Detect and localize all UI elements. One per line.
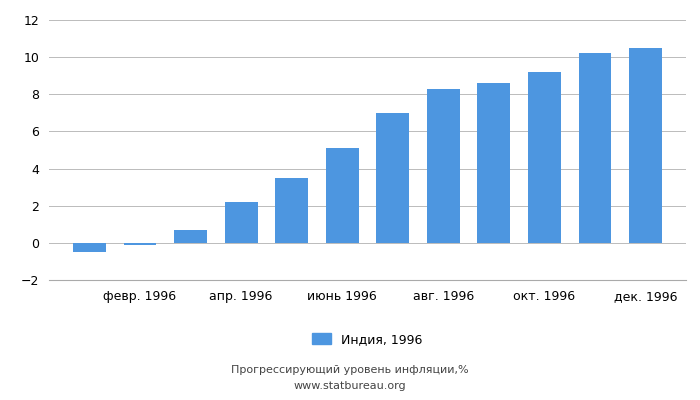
Text: www.statbureau.org: www.statbureau.org xyxy=(294,381,406,391)
Text: Прогрессирующий уровень инфляции,%: Прогрессирующий уровень инфляции,% xyxy=(231,365,469,375)
Bar xyxy=(174,230,207,243)
Bar xyxy=(477,83,510,243)
Bar xyxy=(629,48,662,243)
Bar xyxy=(124,243,156,245)
Bar xyxy=(326,148,358,243)
Bar xyxy=(73,243,106,252)
Bar xyxy=(427,89,460,243)
Bar xyxy=(579,54,611,243)
Bar xyxy=(528,72,561,243)
Bar xyxy=(225,202,258,243)
Bar xyxy=(377,113,410,243)
Bar xyxy=(275,178,308,243)
Legend: Индия, 1996: Индия, 1996 xyxy=(307,328,428,351)
